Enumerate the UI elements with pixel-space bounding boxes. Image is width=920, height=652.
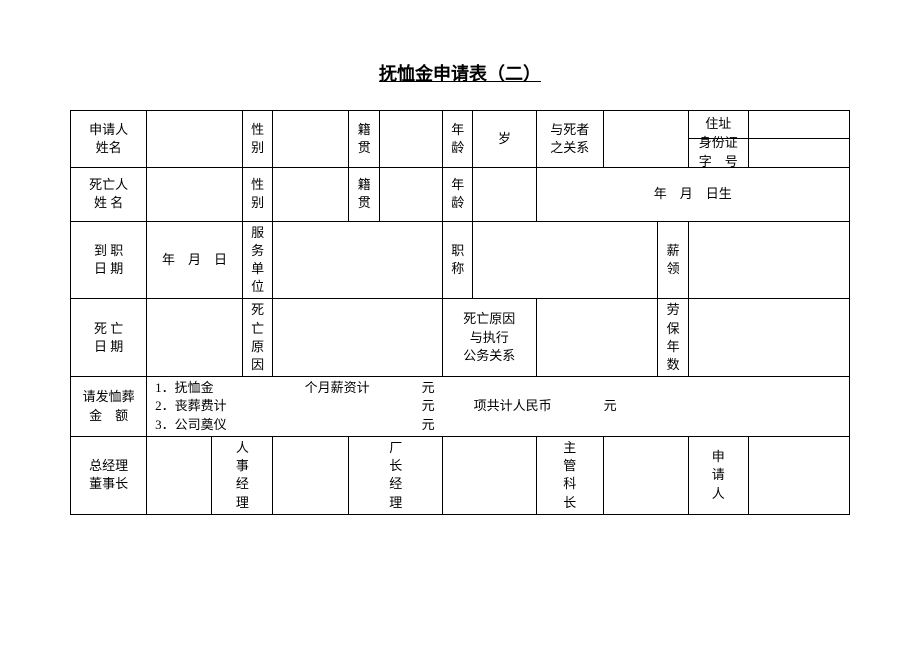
deceased-name-label: 死亡人 姓 名 [71,167,147,221]
deceased-origin-label: 籍 贯 [349,167,379,221]
death-reason-value [273,299,443,377]
salary-value [688,221,849,299]
position-label: 职 称 [443,221,473,299]
service-unit-value [273,221,443,299]
dob-cell: 年 月 日生 [536,167,849,221]
amount-label: 请发恤葬 金 额 [71,377,147,437]
gender-label: 性 别 [242,111,272,168]
deceased-age-value [473,167,536,221]
applicant-name-label: 申请人 姓名 [71,111,147,168]
deceased-gender-value [273,167,349,221]
hire-date-value: 年 月 日 [147,221,243,299]
pension-form-table: 申请人 姓名 性 别 籍 贯 年 龄 岁 与死者 之关系 住址 身份证 字 号 … [70,110,850,515]
salary-label: 薪 领 [658,221,688,299]
insurance-years-value [688,299,849,377]
age-label: 年 龄 [443,111,473,168]
hr-label: 人 事 经 理 [212,437,273,515]
hr-sign [273,437,349,515]
death-date-label: 死 亡 日 期 [71,299,147,377]
deceased-gender-label: 性 别 [242,167,272,221]
factory-sign [443,437,537,515]
service-unit-label: 服 务 单 位 [242,221,272,299]
gender-value [273,111,349,168]
age-value: 岁 [473,111,536,168]
origin-label: 籍 贯 [349,111,379,168]
duty-relation-label: 死亡原因 与执行 公务关系 [443,299,537,377]
relation-value [604,111,689,168]
applicant-name-value [147,111,243,168]
factory-label: 厂 长 经 理 [349,437,443,515]
gm-sign [147,437,212,515]
deceased-age-label: 年 龄 [443,167,473,221]
origin-value [379,111,442,168]
applicant-sign-label: 申 请 人 [688,437,748,515]
deceased-name-value [147,167,243,221]
gm-label: 总经理 董事长 [71,437,147,515]
relation-label: 与死者 之关系 [536,111,603,168]
insurance-years-label: 劳 保 年 数 [658,299,688,377]
death-reason-label: 死 亡 原 因 [242,299,272,377]
hire-date-label: 到 职 日 期 [71,221,147,299]
position-value [473,221,658,299]
duty-relation-value [536,299,658,377]
form-title: 抚恤金申请表（二） [70,60,850,86]
amount-items: 1．抚恤金 个月薪资计 元 2．丧葬费计 元 项共计人民币 元 3．公司奠仪 元 [147,377,850,437]
death-date-value [147,299,243,377]
supervisor-label: 主 管 科 长 [536,437,603,515]
address-id-labels: 住址 身份证 字 号 [688,111,748,168]
deceased-origin-value [379,167,442,221]
supervisor-sign [604,437,689,515]
address-id-values [748,111,849,168]
applicant-sign [748,437,849,515]
